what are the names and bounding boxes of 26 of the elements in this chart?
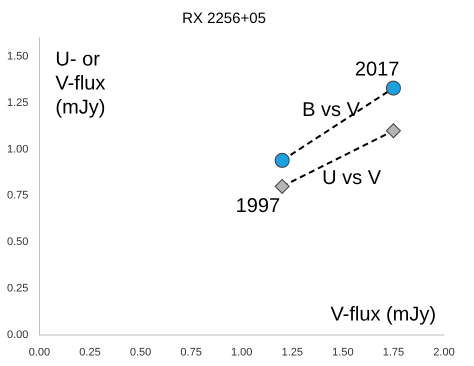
annotation: 2017 xyxy=(354,58,400,81)
x-tick-label: 1.25 xyxy=(282,346,303,358)
y-axis-title: U- or V-flux (mJy) xyxy=(55,48,106,119)
x-tick-label: 2.00 xyxy=(433,346,455,358)
series-label: U vs V xyxy=(322,166,382,189)
point xyxy=(274,178,290,194)
x-tick-label: 0.00 xyxy=(28,346,50,358)
chart-title: RX 2256+05 xyxy=(182,10,266,28)
x-tick-label: 0.25 xyxy=(79,346,101,358)
point xyxy=(274,152,290,168)
y-tick-label: 0.75 xyxy=(6,190,28,202)
annotation: 1997 xyxy=(236,194,280,217)
x-axis-title: V-flux (mJy) xyxy=(330,303,436,326)
y-tick-label: 1.50 xyxy=(6,50,28,63)
point xyxy=(386,80,401,96)
x-tick-label: 0.50 xyxy=(130,346,152,358)
x-tick-label: 1.75 xyxy=(382,346,404,358)
y-tick-label: 0.25 xyxy=(6,282,28,294)
x-tick-label: 0.75 xyxy=(180,346,202,358)
y-tick-label: 0.00 xyxy=(6,328,28,341)
y-tick-label: 0.50 xyxy=(6,236,28,248)
y-tick-label: 1.25 xyxy=(6,96,28,109)
y-tick-label: 1.00 xyxy=(6,143,28,156)
x-tick-label: 1.50 xyxy=(332,346,354,358)
point xyxy=(386,123,401,138)
x-tick-label: 1.00 xyxy=(230,346,252,358)
